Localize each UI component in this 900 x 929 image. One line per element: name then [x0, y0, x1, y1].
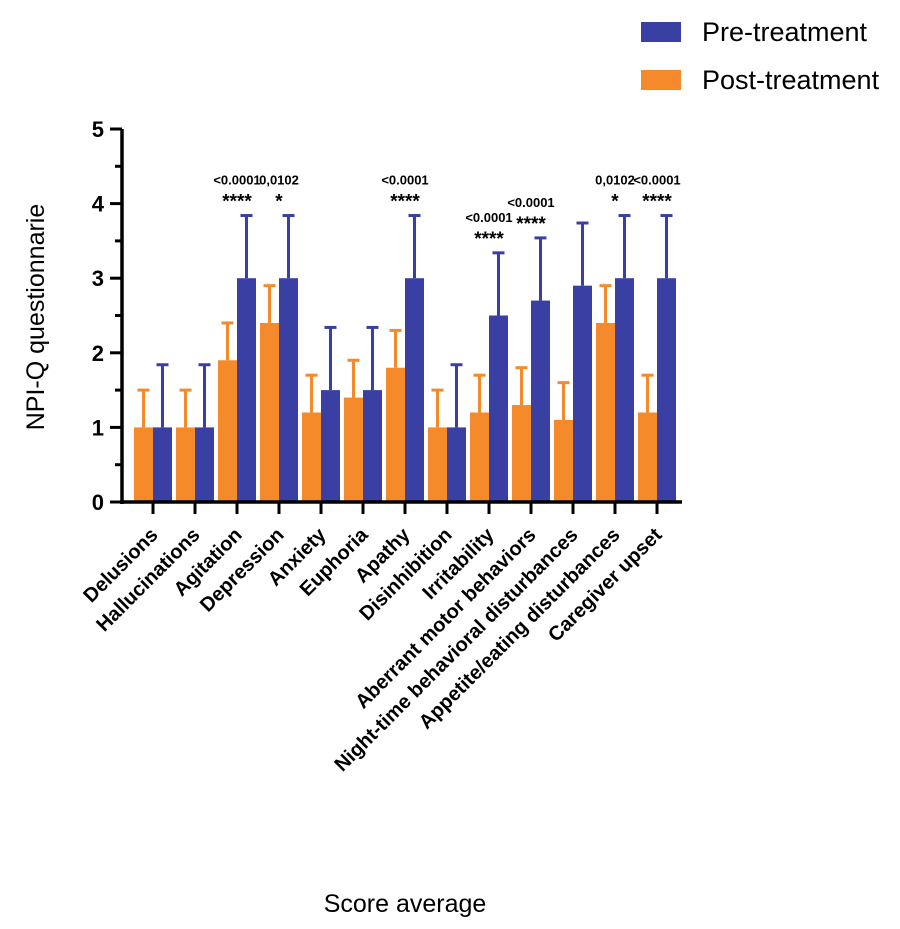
error-bar-pre-treatment-euphoria	[366, 325, 379, 391]
error-bar-post-treatment-irritability	[473, 373, 486, 413]
significance-stars-aberrant-motor-behaviors: ****	[516, 214, 546, 235]
bar-pre-treatment-disinhibition	[447, 427, 466, 502]
error-bar-post-treatment-disinhibition	[431, 388, 444, 428]
error-bar-post-treatment-anxiety	[305, 373, 318, 413]
legend: Pre-treatment Post-treatment	[641, 17, 880, 95]
bar-pre-treatment-delusions	[153, 427, 172, 502]
bar-pre-treatment-caregiver-upset	[657, 278, 676, 502]
bar-pre-treatment-apathy	[405, 278, 424, 502]
error-bar-post-treatment-caregiver-upset	[641, 373, 654, 413]
legend-label-pre-treatment: Pre-treatment	[702, 17, 868, 47]
p-value-depression: 0,0102	[259, 173, 299, 188]
x-axis: DelusionsHallucinationsAgitationDepressi…	[79, 500, 682, 776]
error-bar-post-treatment-night-time-behavioral-disturbances	[557, 381, 570, 420]
error-bar-pre-treatment-night-time-behavioral-disturbances	[576, 221, 589, 286]
bar-pre-treatment-night-time-behavioral-disturbances	[573, 285, 592, 502]
error-bar-pre-treatment-apathy	[408, 214, 421, 279]
y-tick-label: 4	[92, 192, 105, 217]
error-bar-pre-treatment-caregiver-upset	[660, 214, 673, 279]
p-value-apathy: <0.0001	[381, 173, 428, 188]
error-bar-pre-treatment-delusions	[156, 363, 169, 428]
p-value-caregiver-upset: <0.0001	[633, 173, 680, 188]
bar-post-treatment-appetite-eating-disturbances	[596, 322, 615, 502]
bar-post-treatment-irritability	[470, 412, 489, 502]
x-axis-title: Score average	[324, 890, 487, 918]
error-bar-pre-treatment-agitation	[240, 214, 253, 279]
error-bars-layer	[137, 214, 673, 428]
y-tick-label: 3	[92, 266, 104, 291]
bar-pre-treatment-appetite-eating-disturbances	[615, 278, 634, 502]
bar-post-treatment-depression	[260, 322, 279, 502]
significance-annotations: **** <0.0001 * 0,0102 **** <0.0001 **** <0.0001…	[213, 173, 680, 250]
plot-area: **** <0.0001 * 0,0102 **** <0.0001 **** <0.0001…	[79, 117, 682, 776]
bar-post-treatment-euphoria	[344, 397, 363, 502]
p-value-irritability: <0.0001	[465, 210, 512, 225]
bar-post-treatment-anxiety	[302, 412, 321, 502]
bar-pre-treatment-hallucinations	[195, 427, 214, 502]
bar-pre-treatment-euphoria	[363, 390, 382, 502]
bar-post-treatment-caregiver-upset	[638, 412, 657, 502]
error-bar-pre-treatment-hallucinations	[198, 363, 211, 428]
y-axis-title: NPI-Q questionnarie	[22, 204, 50, 431]
error-bar-post-treatment-delusions	[137, 388, 150, 428]
significance-stars-irritability: ****	[474, 229, 504, 250]
bar-pre-treatment-aberrant-motor-behaviors	[531, 300, 550, 502]
bar-pre-treatment-depression	[279, 278, 298, 502]
significance-stars-agitation: ****	[222, 192, 252, 213]
y-tick-label: 2	[92, 341, 104, 366]
bar-post-treatment-disinhibition	[428, 427, 447, 502]
p-value-agitation: <0.0001	[213, 173, 260, 188]
legend-swatch-post-treatment	[641, 70, 681, 90]
bar-pre-treatment-anxiety	[321, 390, 340, 502]
error-bar-post-treatment-depression	[263, 284, 276, 323]
error-bar-post-treatment-aberrant-motor-behaviors	[515, 366, 528, 406]
y-tick-label: 1	[92, 415, 104, 440]
bar-post-treatment-delusions	[134, 427, 153, 502]
significance-stars-appetite-eating-disturbances: *	[611, 192, 619, 213]
error-bar-post-treatment-apathy	[389, 328, 402, 368]
error-bar-pre-treatment-aberrant-motor-behaviors	[534, 236, 547, 301]
bar-post-treatment-apathy	[386, 367, 405, 502]
significance-stars-apathy: ****	[390, 192, 420, 213]
significance-stars-caregiver-upset: ****	[642, 192, 672, 213]
bars-layer	[134, 278, 676, 502]
error-bar-post-treatment-appetite-eating-disturbances	[599, 284, 612, 323]
bar-pre-treatment-agitation	[237, 278, 256, 502]
error-bar-pre-treatment-irritability	[492, 251, 505, 316]
error-bar-post-treatment-agitation	[221, 321, 234, 361]
error-bar-post-treatment-hallucinations	[179, 388, 192, 428]
legend-swatch-pre-treatment	[641, 22, 681, 42]
error-bar-post-treatment-euphoria	[347, 358, 360, 398]
significance-stars-depression: *	[275, 192, 283, 213]
error-bar-pre-treatment-appetite-eating-disturbances	[618, 214, 631, 279]
bar-pre-treatment-irritability	[489, 315, 508, 502]
bar-post-treatment-night-time-behavioral-disturbances	[554, 419, 573, 502]
error-bar-pre-treatment-disinhibition	[450, 363, 463, 428]
bar-post-treatment-hallucinations	[176, 427, 195, 502]
p-value-appetite-eating-disturbances: 0,0102	[595, 173, 635, 188]
y-axis: 0 1 2 3 4 5	[92, 117, 124, 515]
p-value-aberrant-motor-behaviors: <0.0001	[507, 195, 554, 210]
error-bar-pre-treatment-depression	[282, 214, 295, 279]
y-tick-label: 5	[92, 117, 104, 142]
y-tick-label: 0	[92, 490, 104, 515]
bar-post-treatment-agitation	[218, 360, 237, 502]
bar-post-treatment-aberrant-motor-behaviors	[512, 405, 531, 502]
error-bar-pre-treatment-anxiety	[324, 325, 337, 391]
legend-label-post-treatment: Post-treatment	[702, 65, 880, 95]
